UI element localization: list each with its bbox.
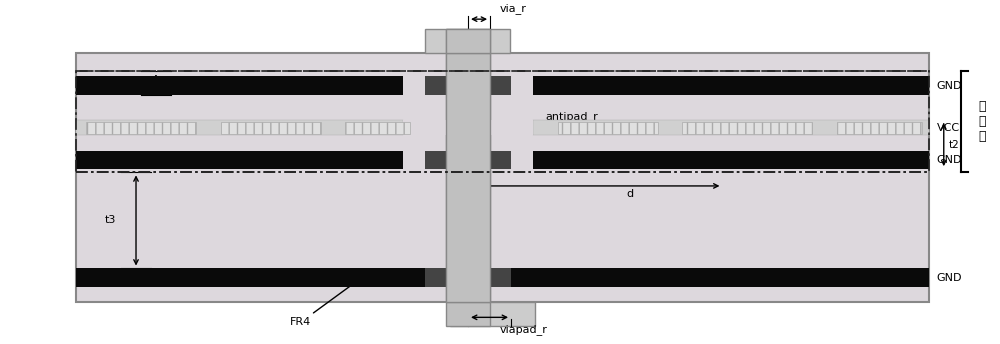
Bar bbox=[446, 29, 490, 53]
Text: GND: GND bbox=[937, 273, 962, 283]
Text: antipad_r: antipad_r bbox=[545, 111, 598, 122]
Bar bbox=[533, 76, 929, 95]
Bar bbox=[837, 122, 922, 133]
Bar bbox=[425, 151, 511, 169]
Bar bbox=[76, 151, 403, 169]
Bar bbox=[221, 122, 320, 133]
Bar bbox=[450, 302, 535, 326]
Bar bbox=[446, 53, 490, 302]
Bar bbox=[446, 53, 490, 302]
Text: GND: GND bbox=[937, 81, 962, 91]
Text: viapad_r: viapad_r bbox=[500, 324, 548, 335]
Text: d: d bbox=[626, 189, 633, 199]
Bar bbox=[76, 53, 929, 302]
Bar bbox=[403, 120, 533, 136]
Bar bbox=[446, 29, 490, 53]
Text: t2: t2 bbox=[949, 140, 959, 150]
Text: t1: t1 bbox=[125, 78, 136, 88]
Bar bbox=[403, 151, 533, 169]
Bar bbox=[533, 151, 929, 169]
Bar bbox=[425, 76, 511, 95]
Bar bbox=[76, 76, 403, 95]
Bar bbox=[425, 29, 510, 53]
Text: t3: t3 bbox=[105, 215, 116, 225]
Bar bbox=[682, 122, 812, 133]
Bar bbox=[446, 302, 490, 326]
Bar bbox=[345, 122, 410, 133]
Bar bbox=[533, 120, 929, 136]
Bar bbox=[425, 268, 511, 287]
Text: 供
电
层: 供 电 层 bbox=[978, 100, 985, 143]
Text: via_r: via_r bbox=[500, 3, 527, 14]
Text: FR4: FR4 bbox=[290, 281, 357, 327]
Text: VCC: VCC bbox=[937, 123, 960, 133]
Bar bbox=[76, 268, 929, 287]
Bar bbox=[76, 71, 929, 172]
Bar bbox=[76, 120, 403, 136]
Bar bbox=[558, 122, 658, 133]
Bar bbox=[403, 76, 533, 95]
Text: GND: GND bbox=[937, 155, 962, 165]
Bar bbox=[86, 122, 196, 133]
